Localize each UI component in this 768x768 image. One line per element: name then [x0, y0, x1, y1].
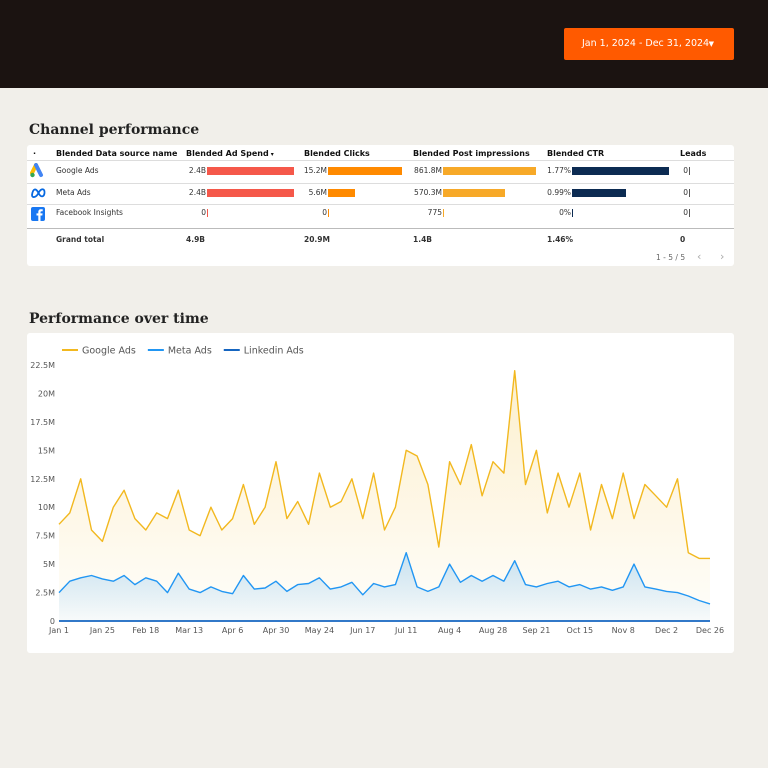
- x-tick-label: Apr 30: [263, 626, 290, 635]
- date-range-button[interactable]: Jan 1, 2024 - Dec 31, 2024 ▼: [564, 28, 734, 60]
- y-tick-label: 7.5M: [35, 532, 55, 541]
- source-name: Meta Ads: [56, 188, 91, 197]
- cell-value: 0%: [559, 208, 571, 217]
- x-tick-label: Feb 18: [132, 626, 159, 635]
- cell-value: 0: [683, 188, 688, 197]
- date-range: Jan 1, 2024 - Dec 31, 2024: [582, 38, 710, 49]
- dropdown-caret: ▼: [708, 40, 714, 48]
- sort-caret[interactable]: ▾: [268, 151, 274, 158]
- cell-bar: [207, 167, 294, 175]
- x-tick-label: Jul 11: [394, 626, 417, 635]
- column-header: Blended Clicks: [304, 149, 370, 158]
- cell-value: 2.4B: [188, 166, 206, 175]
- cell-value: 0.99%: [547, 188, 571, 197]
- total-value: 20.9M: [304, 235, 330, 244]
- x-tick-label: Mar 13: [175, 626, 203, 635]
- series-line: [58, 370, 710, 560]
- cell-bar: [689, 209, 690, 217]
- legend-label: Linkedin Ads: [244, 346, 304, 357]
- x-tick-label: Dec 26: [696, 626, 724, 635]
- cell-bar: [572, 209, 573, 217]
- meta-icon: [31, 188, 46, 198]
- column-header: Blended Data source name: [56, 149, 178, 158]
- cell-bar: [328, 209, 329, 217]
- sort-dot: ·: [33, 149, 37, 158]
- cell-bar: [207, 189, 294, 197]
- cell-value: 15.2M: [303, 166, 327, 175]
- x-tick-label: Nov 8: [612, 626, 635, 635]
- cell-bar: [328, 167, 402, 175]
- cell-value: 861.8M: [414, 166, 442, 175]
- cell-bar: [328, 189, 356, 197]
- column-header: Blended Post impressions: [413, 149, 530, 158]
- table-card: [27, 145, 734, 266]
- y-tick-label: 12.5M: [30, 475, 55, 484]
- cell-bar: [572, 189, 627, 197]
- column-header: Blended CTR: [547, 149, 605, 158]
- cell-value: 0: [683, 208, 688, 217]
- cell-value: 775: [427, 208, 442, 217]
- next-page[interactable]: ›: [720, 250, 725, 263]
- row-rule: [27, 204, 734, 205]
- source-name: Google Ads: [56, 166, 99, 175]
- y-tick-label: 5M: [43, 560, 55, 569]
- x-tick-label: Jan 1: [48, 626, 69, 635]
- y-tick-label: 10M: [38, 503, 55, 512]
- cell-bar: [689, 189, 690, 197]
- cell-value: 5.6M: [308, 188, 327, 197]
- cell-value: 570.3M: [414, 188, 442, 197]
- y-tick-label: 0: [50, 617, 55, 626]
- x-tick-label: Aug 28: [479, 626, 507, 635]
- x-tick-label: Jan 25: [89, 626, 115, 635]
- x-tick-label: Apr 6: [222, 626, 243, 635]
- y-tick-label: 2.5M: [35, 589, 55, 598]
- row-rule: [27, 160, 734, 161]
- cell-value: 2.4B: [188, 188, 206, 197]
- cell-value: 1.77%: [547, 166, 571, 175]
- y-tick-label: 15M: [38, 446, 55, 455]
- cell-bar: [443, 209, 444, 217]
- legend-label: Google Ads: [82, 346, 136, 357]
- total-value: 1.4B: [413, 235, 433, 244]
- cell-bar: [207, 209, 208, 217]
- total-value: 1.46%: [547, 235, 574, 244]
- row-rule: [27, 228, 734, 229]
- total-name: Grand total: [56, 235, 105, 244]
- cell-bar: [443, 189, 505, 197]
- total-value: 4.9B: [186, 235, 206, 244]
- x-tick-label: Dec 2: [655, 626, 678, 635]
- prev-page[interactable]: ‹: [697, 250, 702, 263]
- series-area: [59, 370, 710, 621]
- cell-bar: [689, 167, 690, 175]
- legend-label: Meta Ads: [168, 346, 212, 357]
- facebook-icon: [31, 207, 45, 221]
- total-value: 0: [680, 235, 686, 244]
- y-tick-label: 20M: [38, 389, 55, 398]
- y-tick-label: 22.5M: [30, 361, 55, 370]
- cell-bar: [572, 167, 669, 175]
- x-tick-label: May 24: [305, 626, 334, 635]
- column-header: Leads: [680, 149, 707, 158]
- series-area: [59, 552, 710, 621]
- x-tick-label: Oct 15: [567, 626, 594, 635]
- table: · Blended Data source name Blended Ad Spe…: [0, 0, 768, 300]
- y-tick-label: 17.5M: [30, 418, 55, 427]
- x-tick-label: Sep 21: [522, 626, 550, 635]
- cell-bar: [443, 167, 536, 175]
- google-ads-icon: [30, 163, 43, 178]
- pagination: 1 - 5 / 5: [656, 253, 686, 262]
- series-line: [58, 552, 711, 605]
- source-name: Facebook Insights: [56, 208, 123, 217]
- row-rule: [27, 183, 734, 184]
- column-header[interactable]: Blended Ad Spend ▾: [186, 149, 274, 158]
- section-title: Channel performance: [29, 122, 200, 138]
- x-tick-label: Aug 4: [438, 626, 461, 635]
- cell-value: 0: [322, 208, 327, 217]
- x-tick-label: Jun 17: [349, 626, 375, 635]
- section-title: Performance over time: [29, 311, 209, 327]
- cell-value: 0: [683, 166, 688, 175]
- cell-value: 0: [201, 208, 206, 217]
